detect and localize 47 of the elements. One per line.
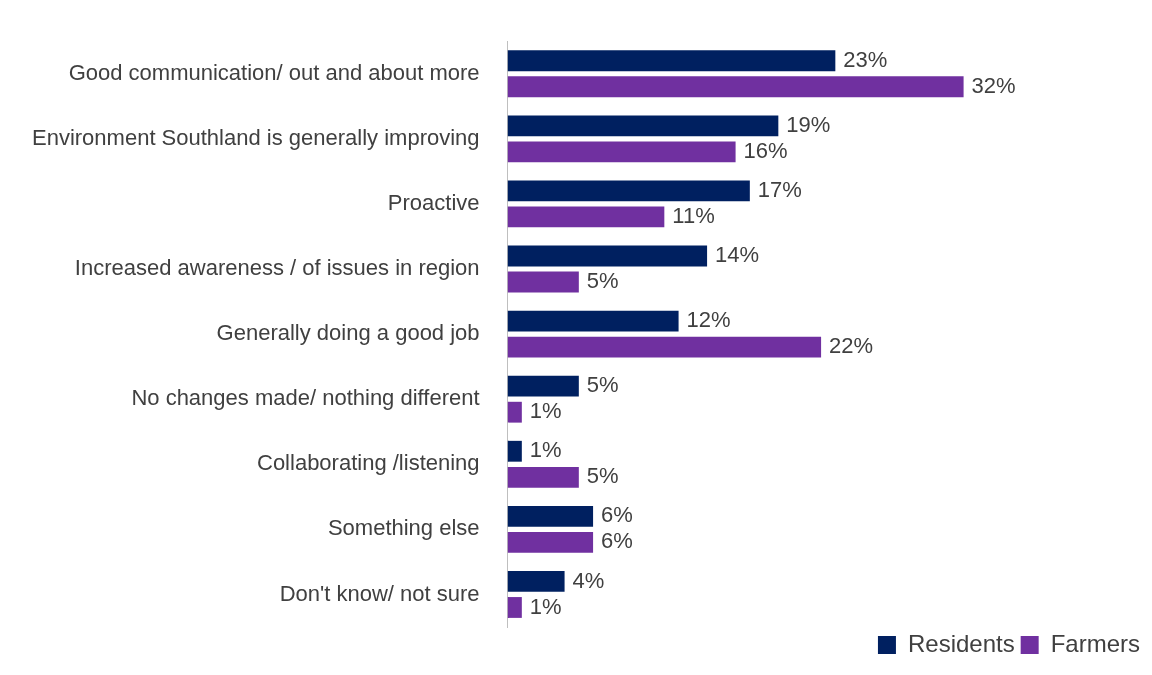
bar <box>507 50 836 72</box>
data-label: 1% <box>529 398 562 424</box>
y-tick-label: Don't know/ not sure <box>279 580 480 606</box>
bar <box>507 336 822 358</box>
data-label: 6% <box>601 502 633 528</box>
bar <box>507 180 750 202</box>
data-label: 12% <box>686 307 731 333</box>
data-label: 22% <box>829 333 874 359</box>
y-tick-label: No changes made/ nothing different <box>131 385 480 411</box>
data-label: 16% <box>743 137 788 163</box>
y-tick-label: Good communication/ out and about more <box>68 59 480 85</box>
bar <box>507 115 779 137</box>
y-tick-label: Generally doing a good job <box>216 320 480 346</box>
bar <box>507 571 565 592</box>
y-tick-label: Proactive <box>387 189 480 215</box>
data-label: 1% <box>529 593 562 619</box>
y-tick-label: Environment Southland is generally improving <box>32 124 480 150</box>
bar <box>507 76 964 98</box>
data-label: 11% <box>672 203 715 228</box>
bar <box>507 206 665 228</box>
data-label: 5% <box>586 463 619 489</box>
bar <box>507 271 579 293</box>
bar <box>507 401 522 423</box>
data-label: 6% <box>601 528 633 554</box>
y-tick-label: Collaborating /listening <box>257 450 480 476</box>
bar <box>507 505 594 527</box>
data-label: 5% <box>586 268 619 294</box>
data-label: 23% <box>843 46 888 72</box>
data-label: 17% <box>757 176 802 202</box>
data-label: 32% <box>971 72 1016 98</box>
y-tick-label: Increased awareness / of issues in region <box>74 255 480 281</box>
bar <box>507 597 522 618</box>
bar <box>507 531 594 553</box>
data-label: 14% <box>715 242 760 268</box>
legend-label: Residents <box>907 629 1015 657</box>
y-tick-label: Something else <box>327 515 480 541</box>
bar <box>507 466 579 488</box>
data-label: 5% <box>586 372 619 398</box>
data-label: 1% <box>529 437 562 463</box>
bar <box>507 141 736 163</box>
data-label: 19% <box>786 111 831 137</box>
bar <box>507 310 679 332</box>
legend-label: Farmers <box>1050 629 1141 657</box>
bar <box>507 375 579 397</box>
bar <box>507 440 522 462</box>
data-label: 4% <box>572 567 605 593</box>
bar <box>507 245 708 267</box>
